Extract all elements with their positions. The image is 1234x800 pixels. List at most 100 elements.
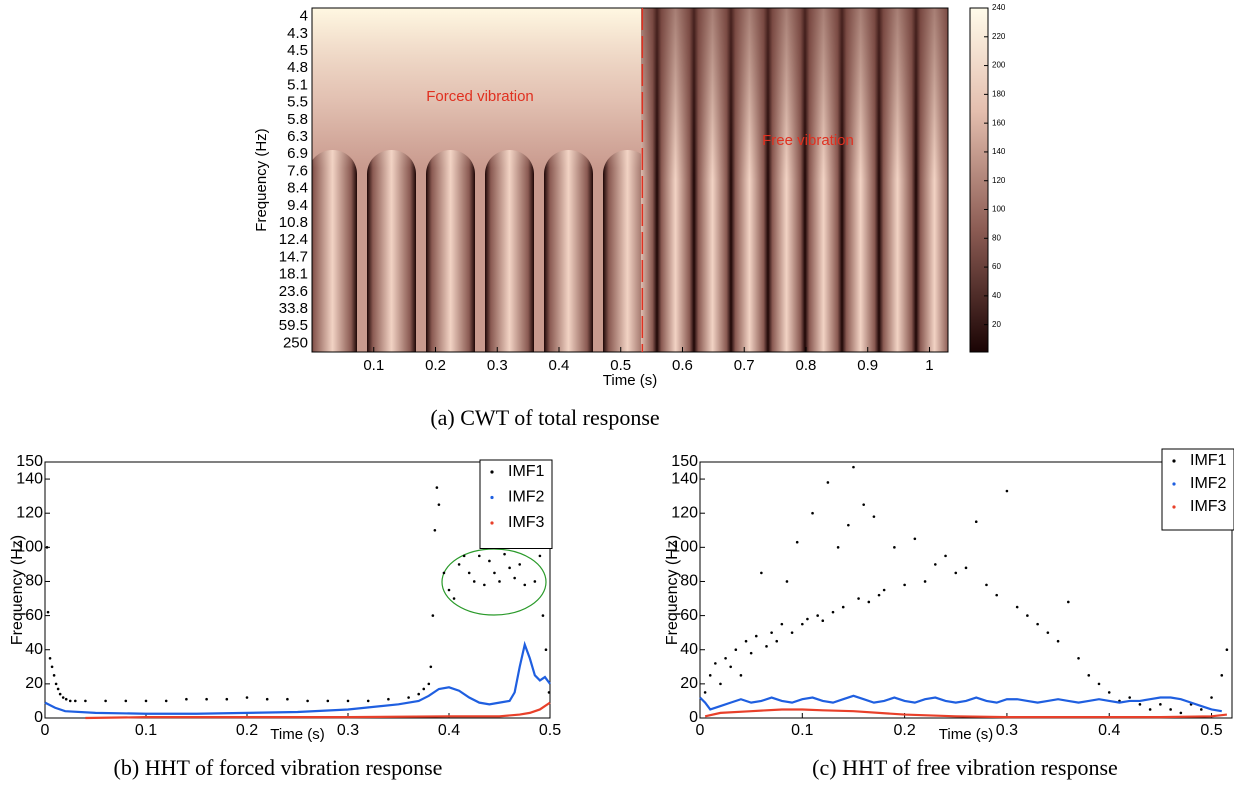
x-tick-label: 0.6: [672, 357, 693, 374]
y-tick-label: 8.4: [287, 180, 308, 197]
point: [744, 639, 748, 643]
point: [847, 523, 850, 527]
point: [790, 631, 794, 634]
point: [708, 674, 712, 677]
heatmap-free-top: [641, 8, 948, 352]
colorbar-tick-label: 140: [992, 147, 1006, 156]
point: [785, 580, 789, 583]
y-tick-label: 4.5: [287, 42, 308, 59]
point: [913, 537, 917, 541]
y-tick-label: 4.3: [287, 25, 308, 42]
y-tick-label: 100: [671, 539, 698, 556]
y-tick-label: 4.8: [287, 59, 308, 76]
point: [770, 631, 773, 634]
caption: (a) CWT of total response: [430, 405, 659, 430]
x-tick-label: 0.4: [549, 357, 570, 374]
point: [245, 696, 249, 699]
point: [366, 699, 370, 703]
point: [538, 554, 542, 558]
point: [447, 588, 451, 592]
x-tick-label: 1: [925, 357, 933, 374]
point: [124, 699, 128, 703]
x-tick-label: 0: [696, 722, 705, 739]
plot-frame: [699, 461, 1233, 719]
y-tick-label: 0: [689, 709, 698, 726]
point: [841, 605, 845, 609]
y-tick-label: 120: [16, 504, 43, 521]
point: [467, 571, 471, 575]
point: [1107, 691, 1111, 694]
point: [457, 563, 461, 566]
point: [964, 566, 968, 570]
y-axis-label: Frequency (Hz): [664, 535, 681, 645]
y-tick-label: 23.6: [279, 283, 308, 300]
point: [1077, 656, 1080, 660]
point: [68, 699, 72, 703]
point: [760, 571, 763, 575]
point: [821, 619, 825, 623]
point: [1036, 622, 1039, 626]
point: [185, 697, 188, 701]
legend-label: IMF1: [1190, 452, 1227, 469]
point: [533, 580, 537, 583]
point: [872, 515, 876, 518]
point: [429, 665, 433, 669]
point: [407, 696, 410, 699]
caption: (b) HHT of forced vibration response: [114, 755, 443, 780]
y-tick-label: 7.6: [287, 162, 308, 179]
point: [995, 593, 998, 597]
point: [50, 665, 54, 669]
point: [326, 699, 330, 703]
point: [877, 593, 881, 597]
point: [954, 571, 958, 575]
point: [1179, 711, 1183, 715]
point: [862, 503, 865, 506]
point: [547, 691, 551, 694]
point: [836, 546, 840, 549]
y-tick-label: 80: [680, 573, 698, 590]
point: [488, 559, 491, 563]
y-tick-label: 250: [283, 334, 308, 351]
point: [795, 540, 799, 544]
point: [1138, 703, 1142, 706]
colorbar-tick-label: 180: [992, 89, 1006, 98]
y-tick-label: 20: [680, 675, 698, 692]
colorbar-tick-label: 160: [992, 118, 1006, 127]
x-tick-label: 0.9: [857, 357, 878, 374]
point: [498, 580, 501, 583]
point: [54, 682, 58, 686]
x-axis-label: Time (s): [270, 726, 324, 743]
x-tick-label: 0.1: [791, 722, 813, 739]
colorbar-tick-label: 240: [992, 3, 1006, 12]
y-tick-label: 18.1: [279, 266, 308, 283]
point: [462, 554, 466, 558]
point: [780, 622, 784, 626]
x-tick-label: 0.4: [438, 722, 460, 739]
x-tick-label: 0.7: [734, 357, 755, 374]
colorbar-tick-label: 220: [992, 32, 1006, 41]
point: [523, 583, 527, 587]
point: [816, 614, 819, 617]
heatmap-top: [312, 8, 641, 208]
point: [1056, 639, 1060, 643]
point: [811, 511, 814, 515]
x-tick-label: 0.1: [135, 722, 157, 739]
point: [225, 697, 229, 701]
y-tick-label: 140: [671, 470, 698, 487]
point: [729, 665, 732, 669]
point: [84, 699, 87, 703]
point: [724, 656, 727, 660]
point: [974, 520, 978, 524]
point: [714, 662, 717, 665]
point: [452, 597, 456, 600]
x-tick-label: 0: [41, 722, 50, 739]
point: [882, 588, 886, 592]
point: [893, 546, 896, 549]
point: [1026, 614, 1029, 617]
y-tick-label: 4: [300, 8, 308, 25]
legend-label: IMF3: [508, 514, 545, 531]
point: [1225, 648, 1229, 652]
point: [867, 600, 871, 604]
point: [719, 682, 722, 686]
